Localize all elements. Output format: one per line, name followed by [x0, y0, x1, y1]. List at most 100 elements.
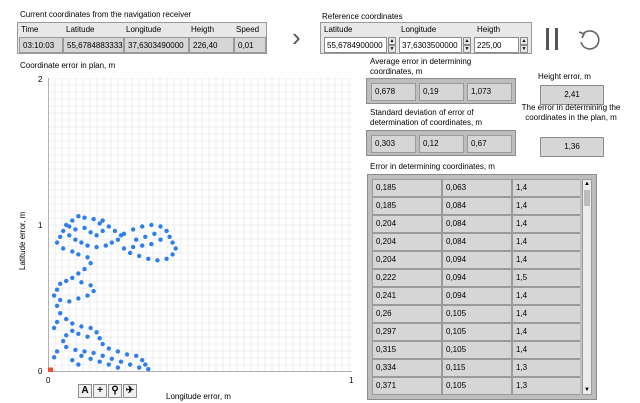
data-point [127, 250, 133, 256]
data-point [106, 362, 111, 367]
table-cell: 1,5 [512, 269, 580, 287]
data-point [91, 288, 96, 294]
std-deviation-value-2: 0,12 [419, 135, 464, 153]
data-point [118, 359, 124, 364]
data-point [94, 233, 99, 238]
ref-longitude-spinner[interactable]: ▲ ▼ [463, 37, 471, 53]
pause-icon[interactable] [544, 28, 562, 50]
error-table[interactable]: 0,185 0,063 1,4 0,185 0,084 1,4 0,204 0,084 1,4 0… [367, 174, 597, 400]
scroll-thumb[interactable] [584, 190, 590, 206]
data-point [51, 355, 57, 360]
ref-latitude-input[interactable]: 55,6784900000 [324, 37, 387, 53]
ref-longitude-input[interactable]: 37,6303500000 [399, 37, 462, 53]
table-cell: 0,094 [442, 251, 512, 269]
reference-coordinates-title: Reference coordinates [322, 12, 403, 21]
scroll-up-icon[interactable]: ▲ [584, 181, 590, 187]
data-point [149, 222, 154, 228]
data-point [170, 252, 175, 257]
plot-title: Coordinate error in plan, m [20, 61, 116, 70]
data-point [70, 358, 75, 363]
reset-icon[interactable] [576, 26, 602, 52]
y-tick-1: 1 [38, 221, 43, 230]
zoom-tool-icon[interactable]: ⚲ [108, 384, 122, 398]
data-point [61, 338, 66, 344]
table-cell: 0,105 [442, 323, 512, 341]
std-deviation-value-1: 0,303 [371, 135, 416, 153]
data-point [158, 224, 163, 229]
x-tick-1: 1 [349, 376, 354, 385]
average-error-value-3: 1,073 [467, 83, 512, 101]
arrow-right-icon: › [292, 22, 301, 52]
y-tick-0: 0 [38, 367, 43, 376]
ref-heigth-spinner[interactable]: ▲ ▼ [520, 37, 528, 53]
data-point [100, 341, 105, 347]
table-cell: 0,105 [442, 377, 512, 395]
data-point [54, 349, 60, 354]
data-point [85, 293, 90, 298]
data-point [70, 321, 75, 326]
data-point [58, 234, 63, 239]
error-table-rows: 0,185 0,063 1,4 0,185 0,084 1,4 0,204 0,084 1,4 0… [372, 179, 580, 395]
table-cell: 1,4 [512, 215, 580, 233]
plan-error-label: The error in determining the coordinates… [521, 103, 621, 122]
data-point [54, 319, 60, 325]
table-cell: 1,4 [512, 287, 580, 305]
table-row: 0,26 0,105 1,4 [372, 305, 580, 323]
plot-x-axis-label: Longitude error, m [166, 392, 231, 401]
std-deviation-panel: 0,303 0,12 0,67 [366, 130, 516, 156]
ref-header-latitude: Latitude [324, 25, 353, 34]
data-point [58, 297, 63, 303]
table-cell: 1,4 [512, 197, 580, 215]
data-point [137, 253, 142, 259]
table-cell: 0,334 [372, 359, 442, 377]
data-point [82, 215, 87, 220]
table-cell: 0,185 [372, 179, 442, 197]
table-row: 0,185 0,084 1,4 [372, 197, 580, 215]
data-point [94, 244, 99, 250]
table-scrollbar[interactable]: ▲ ▼ [582, 179, 592, 395]
data-point [140, 224, 145, 229]
ref-latitude-spinner[interactable]: ▲ ▼ [388, 37, 396, 53]
data-point [73, 227, 78, 232]
header-heigth: Heigth [191, 25, 215, 34]
header-speed: Speed [236, 25, 260, 34]
data-point [106, 346, 111, 351]
table-cell: 0,063 [442, 179, 512, 197]
table-cell: 0,105 [442, 341, 512, 359]
scroll-down-icon[interactable]: ▼ [584, 387, 590, 393]
data-point [121, 246, 127, 251]
text-tool-icon[interactable]: A [78, 384, 92, 398]
current-heigth-value: 226,40 [189, 37, 234, 53]
error-table-title: Error in determining coordinates, m [370, 162, 495, 171]
crosshair-tool-icon[interactable]: + [93, 384, 107, 398]
data-point [146, 256, 151, 261]
data-point [82, 349, 87, 354]
table-cell: 1,4 [512, 233, 580, 251]
data-point [64, 344, 69, 350]
table-row: 0,241 0,094 1,4 [372, 287, 580, 305]
data-point [115, 365, 121, 370]
plot-area[interactable] [48, 78, 352, 372]
ref-heigth-input[interactable]: 225,00 [474, 37, 519, 53]
data-point [54, 303, 60, 308]
data-point [82, 266, 87, 272]
data-point [164, 228, 169, 234]
data-point [61, 246, 66, 251]
data-point [115, 349, 121, 354]
table-row: 0,315 0,105 1,4 [372, 341, 580, 359]
data-point [127, 362, 133, 367]
ref-header-longitude: Longitude [401, 25, 437, 34]
height-error-label: Height error, m [538, 72, 591, 81]
data-point [64, 333, 69, 338]
data-point [88, 356, 93, 361]
data-point [158, 237, 163, 242]
data-point [70, 275, 75, 281]
data-point [85, 334, 90, 339]
data-point [152, 231, 157, 236]
data-point [88, 325, 93, 331]
table-cell: 0,297 [372, 323, 442, 341]
pan-tool-icon[interactable]: ✈ [123, 384, 137, 398]
table-row: 0,204 0,084 1,4 [372, 215, 580, 233]
current-latitude-value: 55,6784883333 [63, 37, 124, 53]
table-cell: 0,241 [372, 287, 442, 305]
